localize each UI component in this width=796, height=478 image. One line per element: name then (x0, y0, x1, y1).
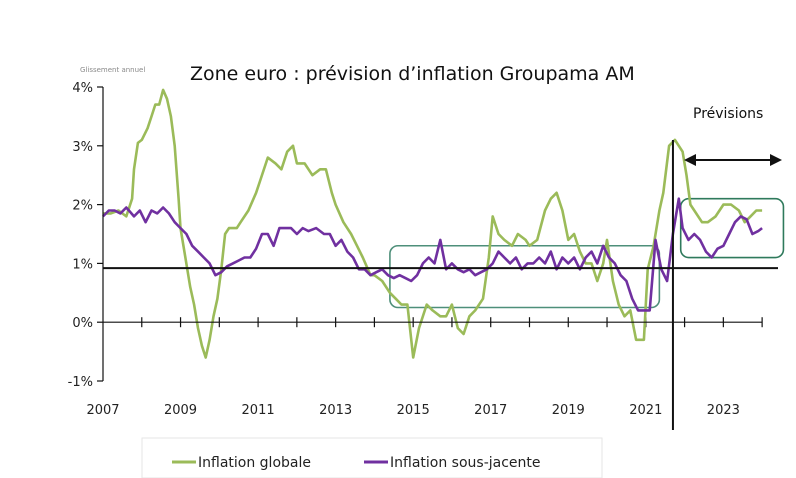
x-tick-label: 2023 (707, 403, 740, 418)
legend-box (141, 437, 603, 478)
x-tick-label: 2013 (319, 403, 352, 418)
x-tick-label: 2009 (164, 403, 197, 418)
x-tick-label: 2015 (397, 403, 430, 418)
highlight-boxes (389, 197, 785, 309)
chart-note: Glissement annuel (80, 66, 145, 74)
y-tick-label: -1% (68, 375, 93, 390)
chart-title: Zone euro : prévision d’inflation Groupa… (190, 63, 635, 85)
x-tick-label: 2011 (242, 403, 275, 418)
y-tick-label: 1% (72, 257, 93, 272)
x-axis-ticks: 2007 2009 2011 2013 2015 2017 2019 2021 2023 (86, 317, 763, 418)
legend-label-global: Inflation globale (198, 455, 311, 471)
x-tick-label: 2017 (474, 403, 507, 418)
highlight-box (679, 197, 785, 259)
series-lines (102, 88, 763, 359)
y-tick-label: 3% (72, 140, 93, 155)
forecast-label: Prévisions (693, 106, 763, 122)
legend-label-core: Inflation sous-jacente (390, 455, 541, 471)
forecast-arrow (684, 154, 782, 166)
y-tick-label: 2% (72, 199, 93, 214)
series-line-inflation-globale (103, 88, 763, 359)
y-axis-ticks: -1% 0% 1% 2% 3% 4% (68, 81, 103, 390)
highlight-box (389, 244, 661, 309)
x-tick-label: 2007 (86, 403, 119, 418)
series-line-inflation-sous-jacente (102, 197, 763, 312)
y-tick-label: 4% (72, 81, 93, 96)
y-tick-label: 0% (72, 316, 93, 331)
x-tick-label: 2021 (629, 403, 662, 418)
x-tick-label: 2019 (552, 403, 585, 418)
